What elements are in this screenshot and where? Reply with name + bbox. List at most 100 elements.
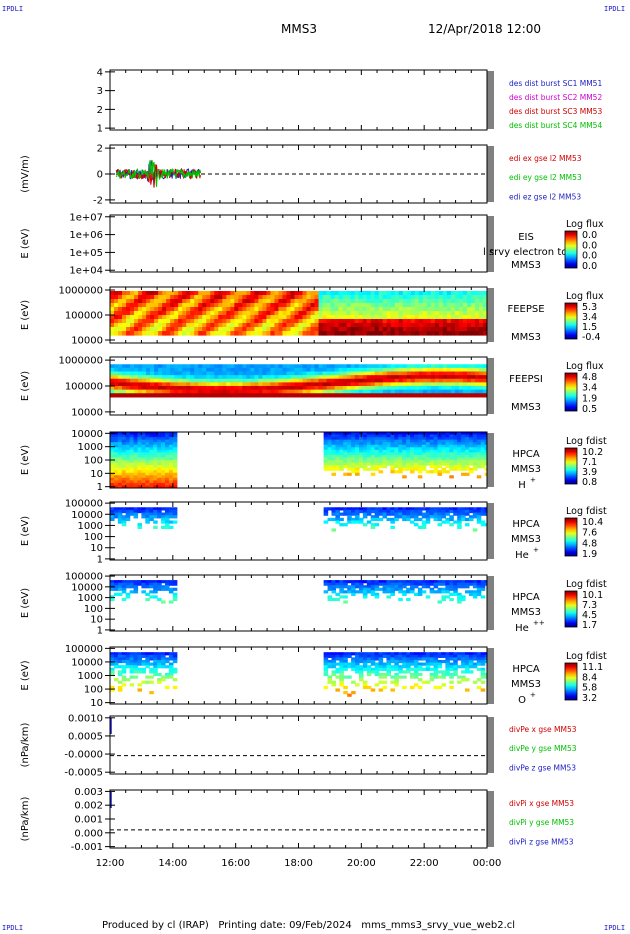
panel-edi-ytick-2: -2 xyxy=(93,195,103,206)
panel-hpca-he2-ylabel: E (eV) xyxy=(20,588,31,618)
panel-hpca-o-ytick-0: 100000 xyxy=(65,644,103,655)
panel-divpi-frame xyxy=(109,789,488,849)
time-tick-6: 00:00 xyxy=(473,858,502,869)
time-tick-5: 22:00 xyxy=(410,858,439,869)
panel-feepse-ytick-2: 10000 xyxy=(71,336,103,347)
panel-feepsi-cb-tick-1: 3.4 xyxy=(582,383,597,394)
panel-hpca-he-ytick-0: 100000 xyxy=(65,499,103,510)
panel-hpca-he2-cb-tick-3: 1.7 xyxy=(582,620,597,631)
panel-hpca-he-cb-title: Log fdist xyxy=(566,506,607,517)
time-tick-2: 16:00 xyxy=(221,858,250,869)
time-tick-3: 18:00 xyxy=(284,858,313,869)
panel-hpca-h-cb-tick-2: 3.9 xyxy=(582,467,597,478)
panel-des-dist-frame xyxy=(109,69,488,131)
panel-feepse-cb-title: Log flux xyxy=(566,291,604,302)
panel-eis-overlay: l srvy electron to xyxy=(483,247,567,258)
panel-divpi-ytick-1: 0.002 xyxy=(74,801,103,812)
panel-hpca-o-colorbar xyxy=(564,662,578,701)
panel-hpca-o-instrument: HPCA xyxy=(512,664,540,675)
panel-divpe-ytick-2: -0.0000 xyxy=(64,750,103,761)
panel-divpi-ytick-3: 0.000 xyxy=(74,828,103,839)
panel-hpca-he2-cb-tick-1: 7.3 xyxy=(582,600,597,611)
panel-des-dist-ytick-3: 1 xyxy=(97,124,103,135)
panel-hpca-he2-ytick-0: 100000 xyxy=(65,572,103,583)
panel-hpca-h-species: H xyxy=(518,480,526,491)
panel-hpca-o-cb-tick-0: 11.1 xyxy=(582,662,603,673)
panel-feepsi xyxy=(110,364,487,398)
panel-des-dist-legend-1: des dist burst SC2 MM52 xyxy=(509,93,602,102)
panel-hpca-o-spectrogram xyxy=(110,652,487,697)
panel-eis-cb-tick-0: 0.0 xyxy=(582,230,597,241)
panel-edi-legend-1: edi ey gse l2 MM53 xyxy=(509,173,582,182)
panel-divpe-ytick-1: 0.0005 xyxy=(68,731,103,742)
panel-hpca-he-ylabel: E (eV) xyxy=(20,516,31,546)
panel-hpca-he-cb-tick-1: 7.6 xyxy=(582,528,597,539)
panel-eis-cb-tick-2: 0.0 xyxy=(582,251,597,262)
panel-hpca-h-ylabel: E (eV) xyxy=(20,445,31,475)
panel-feepsi-sc: MMS3 xyxy=(511,402,541,413)
panel-feepse-sc: MMS3 xyxy=(511,332,541,343)
panel-hpca-he-ytick-2: 1000 xyxy=(78,521,103,532)
panel-hpca-h-spectrogram xyxy=(110,432,487,488)
panel-hpca-he-cb-tick-0: 10.4 xyxy=(582,517,603,528)
panel-hpca-he2-species: He xyxy=(515,623,529,634)
panel-des-dist-ytick-0: 4 xyxy=(97,67,103,78)
panel-hpca-he-species: He xyxy=(515,550,529,561)
panel-edi-ytick-0: 2 xyxy=(97,144,103,155)
panel-hpca-h-cb-tick-0: 10.2 xyxy=(582,447,603,458)
panel-eis-ytick-3: 1e+04 xyxy=(69,266,103,277)
panel-hpca-h-ytick-3: 10 xyxy=(90,469,103,480)
panel-hpca-h-sc: MMS3 xyxy=(511,464,541,475)
panel-feepse-cb-tick-2: 1.5 xyxy=(582,322,597,333)
panel-feepse-cb-tick-1: 3.4 xyxy=(582,312,597,323)
panel-feepsi-ytick-2: 10000 xyxy=(71,407,103,418)
panel-eis-ytick-2: 1e+05 xyxy=(69,248,103,259)
panel-divpe-ytick-3: -0.0005 xyxy=(64,768,103,779)
panel-eis-sc: MMS3 xyxy=(511,260,541,271)
panel-hpca-o-cb-tick-1: 8.4 xyxy=(582,672,597,683)
panel-eis-ytick-1: 1e+06 xyxy=(69,230,103,241)
footer-credits: Produced by cl (IRAP) Printing date: 09/… xyxy=(102,920,516,931)
panel-eis-frame xyxy=(109,214,488,273)
panel-feepse-cb-tick-0: 5.3 xyxy=(582,302,597,313)
panel-hpca-o-ylabel: E (eV) xyxy=(20,660,31,690)
panel-feepse-ytick-1: 100000 xyxy=(65,311,103,322)
panel-hpca-he2-colorbar xyxy=(564,590,578,628)
panel-hpca-o-cb-title: Log fdist xyxy=(566,651,607,662)
panel-hpca-he-ytick-4: 10 xyxy=(90,543,103,554)
panel-eis-ylabel: E (eV) xyxy=(20,228,31,258)
panel-hpca-he xyxy=(110,507,487,532)
panel-hpca-o xyxy=(110,652,487,697)
panel-divpe-frame xyxy=(109,715,488,775)
panel-hpca-he2-cb-tick-2: 4.5 xyxy=(582,610,597,621)
panel-hpca-he2-spectrogram xyxy=(110,580,487,604)
panel-hpca-o-ytick-1: 10000 xyxy=(71,657,103,668)
panel-hpca-he2-sc: MMS3 xyxy=(511,607,541,618)
panel-hpca-o-ytick-2: 1000 xyxy=(78,671,103,682)
panel-feepsi-cb-title: Log flux xyxy=(566,361,604,372)
panel-hpca-he2-cb-tick-0: 10.1 xyxy=(582,590,603,601)
panel-hpca-he-ytick-5: 1 xyxy=(97,554,103,565)
corner-label-top-left: IPDLI xyxy=(2,5,24,13)
panel-divpi-ylabel: (nPa/km) xyxy=(20,797,31,842)
panel-feepse xyxy=(110,291,487,336)
panel-feepse-ylabel: E (eV) xyxy=(20,300,31,330)
panel-hpca-he2-ytick-3: 100 xyxy=(84,604,103,615)
panel-hpca-he-instrument: HPCA xyxy=(512,519,540,530)
panel-hpca-o-sc: MMS3 xyxy=(511,679,541,690)
panel-divpe-legend-2: divPe z gse MM53 xyxy=(509,763,576,772)
panel-hpca-h-ytick-1: 1000 xyxy=(78,442,103,453)
panel-hpca-he2-cb-title: Log fdist xyxy=(566,579,607,590)
panel-edi-ytick-1: 0 xyxy=(97,170,103,181)
panel-divpe-ytick-0: 0.0010 xyxy=(68,713,103,724)
panel-hpca-he-sc: MMS3 xyxy=(511,534,541,545)
panel-feepsi-cb-tick-0: 4.8 xyxy=(582,372,597,383)
panel-hpca-h-ytick-2: 100 xyxy=(84,456,103,467)
panel-divpi-legend-0: divPi x gse MM53 xyxy=(509,799,574,808)
panel-divpi-ytick-0: 0.003 xyxy=(74,787,103,798)
panel-divpe-ylabel: (nPa/km) xyxy=(20,723,31,768)
datetime-title: 12/Apr/2018 12:00 xyxy=(428,22,542,36)
panel-feepse-spectrogram xyxy=(110,291,487,336)
panel-hpca-he-ytick-1: 10000 xyxy=(71,510,103,521)
panel-feepsi-ylabel: E (eV) xyxy=(20,371,31,401)
